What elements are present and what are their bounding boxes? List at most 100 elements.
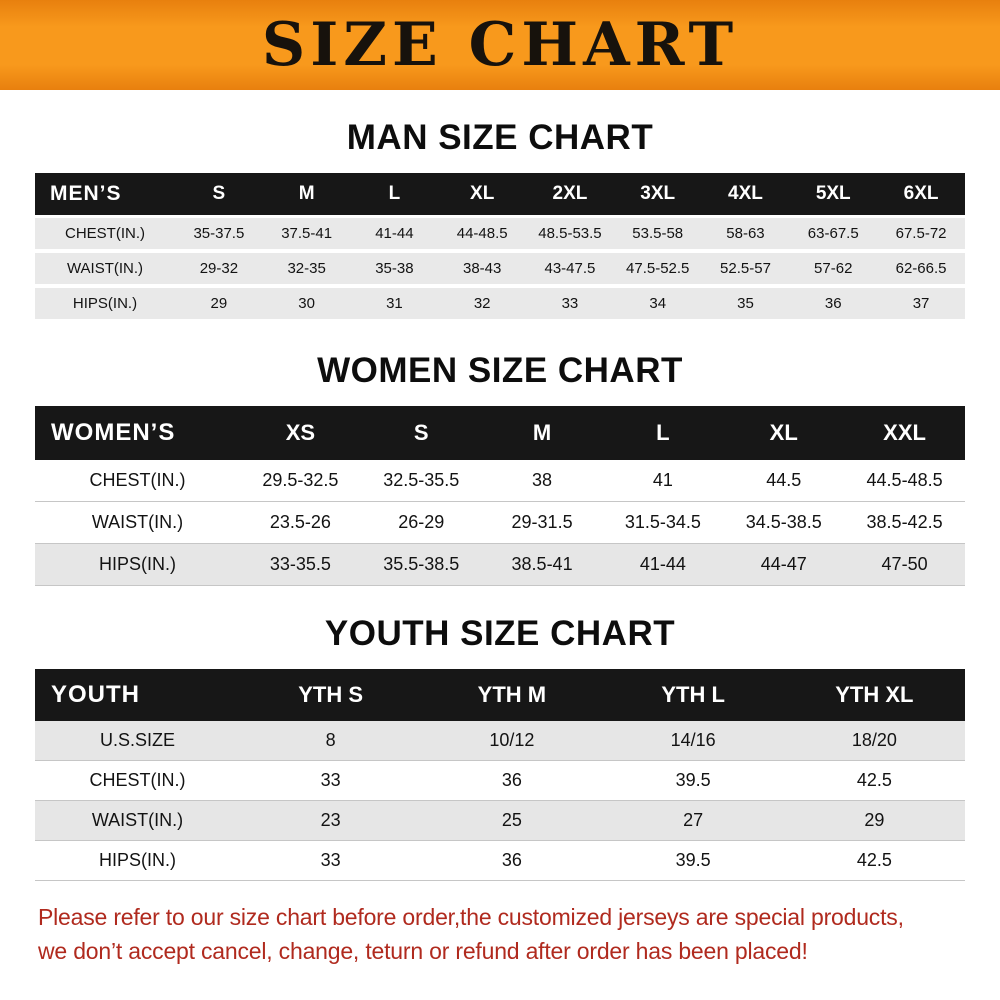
size-value-cell: 29-32 xyxy=(175,251,263,288)
column-header: 4XL xyxy=(701,173,790,217)
size-value-cell: 32-35 xyxy=(262,251,351,288)
row-label: WAIST(IN.) xyxy=(35,251,175,288)
header-row: MEN’S S M L XL 2XL 3XL 4XL 5XL 6XL xyxy=(35,173,965,217)
sections-container: MAN SIZE CHART MEN’S S M L XL 2XL 3XL 4XL 5XL 6XL C… xyxy=(0,90,1000,881)
size-value-cell: 29 xyxy=(783,800,965,841)
size-value-cell: 30 xyxy=(262,286,351,323)
size-value-cell: 44-47 xyxy=(723,543,845,586)
size-value-cell: 31.5-34.5 xyxy=(602,501,724,544)
size-value-cell: 47.5-52.5 xyxy=(613,251,702,288)
size-value-cell: 35-38 xyxy=(350,251,439,288)
size-value-cell: 38.5-42.5 xyxy=(844,501,965,544)
column-header: YTH S xyxy=(240,669,422,721)
table-row: WAIST(IN.) 23.5-26 26-29 29-31.5 31.5-34.5 34… xyxy=(35,501,965,544)
size-value-cell: 48.5-53.5 xyxy=(526,215,614,253)
women-size-table: WOMEN’S XS S M L XL XXL CHEST(IN.) 29.5-32.5 32.5… xyxy=(35,406,965,586)
men-size-table: MEN’S S M L XL 2XL 3XL 4XL 5XL 6XL CHEST(IN.) 35-37… xyxy=(35,173,965,323)
table-row: HIPS(IN.) 29 30 31 32 33 34 35 36 37 xyxy=(35,286,965,323)
size-value-cell: 36 xyxy=(421,760,603,801)
size-value-cell: 33 xyxy=(526,286,614,323)
size-value-cell: 52.5-57 xyxy=(701,251,790,288)
column-header: S xyxy=(175,173,263,217)
column-header: XL xyxy=(438,173,527,217)
size-value-cell: 39.5 xyxy=(602,840,784,881)
youth-size-table: YOUTH YTH S YTH M YTH L YTH XL U.S.SIZE 8 10/12… xyxy=(35,669,965,881)
column-header: 3XL xyxy=(613,173,702,217)
size-value-cell: 33 xyxy=(240,760,422,801)
youth-section-title: YOUTH SIZE CHART xyxy=(324,614,676,653)
size-value-cell: 44.5-48.5 xyxy=(844,460,965,502)
banner: SIZE CHART xyxy=(0,0,1000,90)
size-value-cell: 38.5-41 xyxy=(481,543,603,586)
size-value-cell: 23 xyxy=(240,800,422,841)
size-value-cell: 31 xyxy=(350,286,439,323)
size-value-cell: 37 xyxy=(877,286,965,323)
table-row: CHEST(IN.) 29.5-32.5 32.5-35.5 38 41 44.5 44.5… xyxy=(35,460,965,502)
size-value-cell: 37.5-41 xyxy=(262,215,351,253)
table-row: HIPS(IN.) 33 36 39.5 42.5 xyxy=(35,840,965,881)
size-value-cell: 10/12 xyxy=(421,721,603,761)
size-value-cell: 53.5-58 xyxy=(613,215,702,253)
column-header: M xyxy=(481,406,603,460)
size-value-cell: 34 xyxy=(613,286,702,323)
size-value-cell: 32.5-35.5 xyxy=(360,460,482,502)
size-value-cell: 41-44 xyxy=(350,215,439,253)
size-value-cell: 47-50 xyxy=(844,543,965,586)
table-row: WAIST(IN.) 29-32 32-35 35-38 38-43 43-47.5 47.… xyxy=(35,251,965,288)
size-value-cell: 36 xyxy=(421,840,603,881)
column-header: M xyxy=(262,173,351,217)
size-value-cell: 26-29 xyxy=(360,501,482,544)
column-header: YTH L xyxy=(602,669,784,721)
size-value-cell: 35.5-38.5 xyxy=(360,543,482,586)
women-header-label: WOMEN’S xyxy=(35,406,240,460)
men-header-label: MEN’S xyxy=(35,173,175,217)
column-header: S xyxy=(360,406,482,460)
table-row: HIPS(IN.) 33-35.5 35.5-38.5 38.5-41 41-44 44-… xyxy=(35,543,965,586)
size-value-cell: 57-62 xyxy=(789,251,878,288)
table-row: CHEST(IN.) 33 36 39.5 42.5 xyxy=(35,760,965,801)
header-row: WOMEN’S XS S M L XL XXL xyxy=(35,406,965,460)
column-header: 2XL xyxy=(526,173,614,217)
row-label: HIPS(IN.) xyxy=(35,840,240,881)
size-value-cell: 18/20 xyxy=(783,721,965,761)
size-value-cell: 43-47.5 xyxy=(526,251,614,288)
size-value-cell: 42.5 xyxy=(783,760,965,801)
table-row: U.S.SIZE 8 10/12 14/16 18/20 xyxy=(35,721,965,761)
youth-header-label: YOUTH xyxy=(35,669,240,721)
size-value-cell: 35 xyxy=(701,286,790,323)
row-label: CHEST(IN.) xyxy=(35,460,240,502)
size-value-cell: 33 xyxy=(240,840,422,881)
size-value-cell: 42.5 xyxy=(783,840,965,881)
column-header: YTH XL xyxy=(783,669,965,721)
size-value-cell: 27 xyxy=(602,800,784,841)
size-value-cell: 32 xyxy=(438,286,527,323)
size-value-cell: 29 xyxy=(175,286,263,323)
column-header: XXL xyxy=(844,406,965,460)
size-value-cell: 58-63 xyxy=(701,215,790,253)
size-value-cell: 38 xyxy=(481,460,603,502)
header-row: YOUTH YTH S YTH M YTH L YTH XL xyxy=(35,669,965,721)
column-header: L xyxy=(602,406,724,460)
men-size-section: MAN SIZE CHART MEN’S S M L XL 2XL 3XL 4XL 5XL 6XL C… xyxy=(0,90,1000,323)
row-label: WAIST(IN.) xyxy=(35,501,240,544)
note-line-1: Please refer to our size chart before or… xyxy=(38,904,904,930)
size-value-cell: 14/16 xyxy=(602,721,784,761)
women-size-section: WOMEN SIZE CHART WOMEN’S XS S M L XL XXL CHEST(I… xyxy=(0,323,1000,586)
size-value-cell: 34.5-38.5 xyxy=(723,501,845,544)
size-value-cell: 35-37.5 xyxy=(175,215,263,253)
size-value-cell: 29.5-32.5 xyxy=(240,460,361,502)
footer-note: Please refer to our size chart before or… xyxy=(0,881,1000,965)
size-value-cell: 33-35.5 xyxy=(240,543,361,586)
size-value-cell: 41 xyxy=(602,460,724,502)
row-label: CHEST(IN.) xyxy=(35,760,240,801)
row-label: CHEST(IN.) xyxy=(35,215,175,253)
row-label: WAIST(IN.) xyxy=(35,800,240,841)
table-row: WAIST(IN.) 23 25 27 29 xyxy=(35,800,965,841)
note-line-2: we don’t accept cancel, change, teturn o… xyxy=(38,938,808,965)
row-label: U.S.SIZE xyxy=(35,721,240,761)
size-value-cell: 39.5 xyxy=(602,760,784,801)
size-value-cell: 23.5-26 xyxy=(240,501,361,544)
column-header: YTH M xyxy=(421,669,603,721)
row-label: HIPS(IN.) xyxy=(35,543,240,586)
table-row: CHEST(IN.) 35-37.5 37.5-41 41-44 44-48.5 48.5… xyxy=(35,215,965,253)
